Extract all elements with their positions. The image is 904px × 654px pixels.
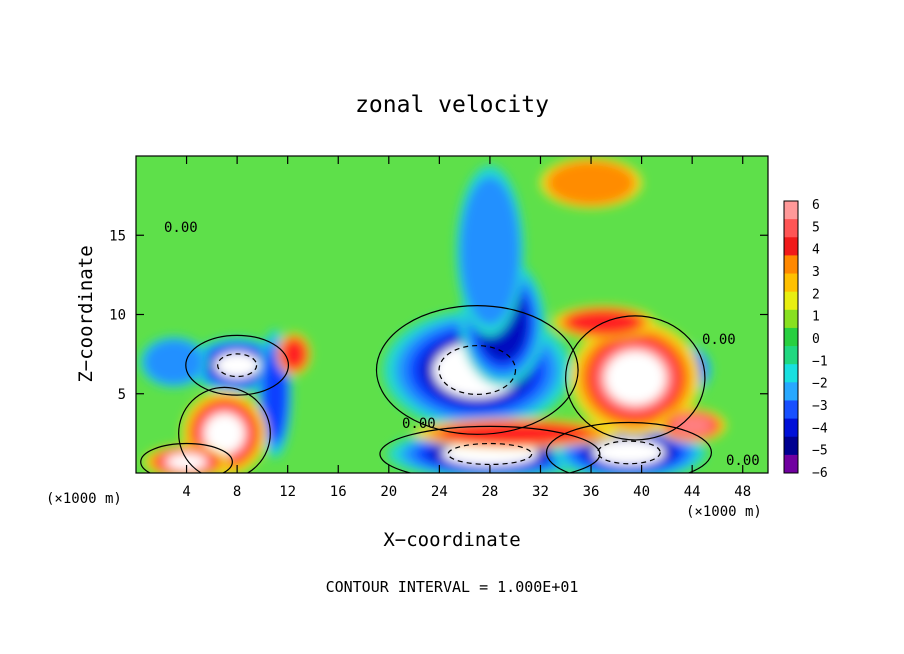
x-axis: 4 8 12 16 20 24 28 32 36 40 44 48 bbox=[182, 156, 751, 500]
negative-contour bbox=[447, 442, 533, 466]
x-tick-label: 44 bbox=[684, 484, 701, 500]
colorbar-label: 6 bbox=[812, 198, 820, 213]
colorbar-label: −5 bbox=[812, 444, 828, 459]
negative-velocity-cell bbox=[262, 346, 288, 441]
zero-contour bbox=[379, 425, 601, 473]
negative-velocity-cell bbox=[593, 439, 665, 466]
contour-label: 0.00 bbox=[702, 332, 736, 348]
x-tick-label: 4 bbox=[182, 484, 190, 500]
negative-contour bbox=[217, 353, 258, 378]
colorbar-swatch bbox=[784, 327, 798, 347]
x-right-unit-label: (×1000 m) bbox=[686, 504, 762, 520]
chart-title: zonal velocity bbox=[355, 92, 549, 118]
colorbar-swatch bbox=[784, 382, 798, 401]
colorbar-swatch bbox=[784, 201, 798, 220]
contour-labels: 0.00 0.00 0.00 0.00 bbox=[164, 220, 760, 469]
zero-contour bbox=[140, 442, 233, 473]
contour-label: 0.00 bbox=[402, 416, 436, 432]
colorbar-label: 2 bbox=[812, 287, 820, 302]
zero-contour bbox=[375, 305, 579, 435]
y-axis-label: Z−coordinate bbox=[75, 245, 97, 382]
velocity-field bbox=[139, 157, 727, 473]
contour-label: 0.00 bbox=[164, 220, 198, 236]
y-tick-label: 5 bbox=[118, 387, 126, 403]
contour-interval-note: CONTOUR INTERVAL = 1.000E+01 bbox=[326, 578, 579, 596]
positive-velocity-cell bbox=[440, 422, 591, 445]
y-tick-label: 15 bbox=[109, 228, 126, 244]
colorbar-label: 3 bbox=[812, 265, 820, 280]
colorbar-swatch bbox=[784, 291, 798, 311]
x-tick-label: 24 bbox=[431, 484, 448, 500]
colorbar-swatch bbox=[784, 309, 798, 329]
negative-velocity-cell bbox=[460, 176, 520, 326]
zero-contour bbox=[178, 386, 271, 473]
x-tick-label: 32 bbox=[532, 484, 549, 500]
zero-contour bbox=[185, 334, 290, 396]
contour-lines bbox=[140, 305, 713, 473]
positive-velocity-cell bbox=[605, 350, 666, 405]
x-tick-label: 16 bbox=[330, 484, 347, 500]
x-tick-label: 36 bbox=[583, 484, 600, 500]
colorbar-swatch bbox=[784, 454, 798, 474]
heatmap-plot bbox=[136, 156, 768, 473]
negative-contour bbox=[597, 440, 661, 465]
colorbar-swatch bbox=[784, 418, 798, 438]
zero-contour bbox=[545, 421, 713, 473]
colorbar-label: −2 bbox=[812, 377, 828, 392]
colorbar-label: −4 bbox=[812, 421, 828, 436]
positive-velocity-cell bbox=[166, 453, 207, 470]
colorbar-swatch bbox=[784, 400, 798, 420]
colorbar-label: 5 bbox=[812, 220, 820, 235]
colorbar-swatch bbox=[784, 273, 798, 293]
colorbar-swatch bbox=[784, 237, 798, 256]
colorbar-label: −6 bbox=[812, 466, 828, 481]
y-axis: 5 10 15 bbox=[109, 228, 768, 403]
negative-velocity-cell bbox=[214, 352, 260, 379]
colorbar-label: 4 bbox=[812, 243, 820, 258]
x-tick-label: 28 bbox=[481, 484, 498, 500]
x-tick-label: 20 bbox=[380, 484, 397, 500]
colorbar-frame bbox=[783, 200, 799, 474]
x-tick-label: 8 bbox=[233, 484, 241, 500]
negative-contour bbox=[438, 344, 517, 395]
x-axis-label: X−coordinate bbox=[383, 529, 520, 551]
colorbar-swatch bbox=[784, 255, 798, 275]
negative-velocity-cell bbox=[144, 339, 204, 385]
colorbar-label: 0 bbox=[812, 332, 820, 347]
zero-contour bbox=[565, 315, 706, 441]
y-tick-label: 10 bbox=[109, 308, 126, 324]
positive-velocity-cell bbox=[546, 160, 636, 206]
positive-velocity-cell bbox=[671, 415, 713, 436]
colorbar-label: −1 bbox=[812, 354, 828, 369]
colorbar-label: 1 bbox=[812, 310, 820, 325]
colorbar-swatch bbox=[784, 346, 798, 365]
colorbar-swatch bbox=[784, 364, 798, 383]
colorbar: 6 5 4 3 2 1 0 −1 −2 −3 −4 −5 −6 bbox=[783, 198, 828, 481]
colorbar-swatch bbox=[784, 219, 798, 238]
contour-label: 0.00 bbox=[726, 453, 760, 469]
colorbar-swatch bbox=[784, 436, 798, 456]
x-left-unit-label: (×1000 m) bbox=[46, 491, 122, 507]
x-tick-label: 40 bbox=[633, 484, 650, 500]
positive-velocity-cell bbox=[204, 413, 245, 454]
colorbar-label: −3 bbox=[812, 399, 828, 414]
x-tick-label: 48 bbox=[734, 484, 751, 500]
x-tick-label: 12 bbox=[279, 484, 296, 500]
